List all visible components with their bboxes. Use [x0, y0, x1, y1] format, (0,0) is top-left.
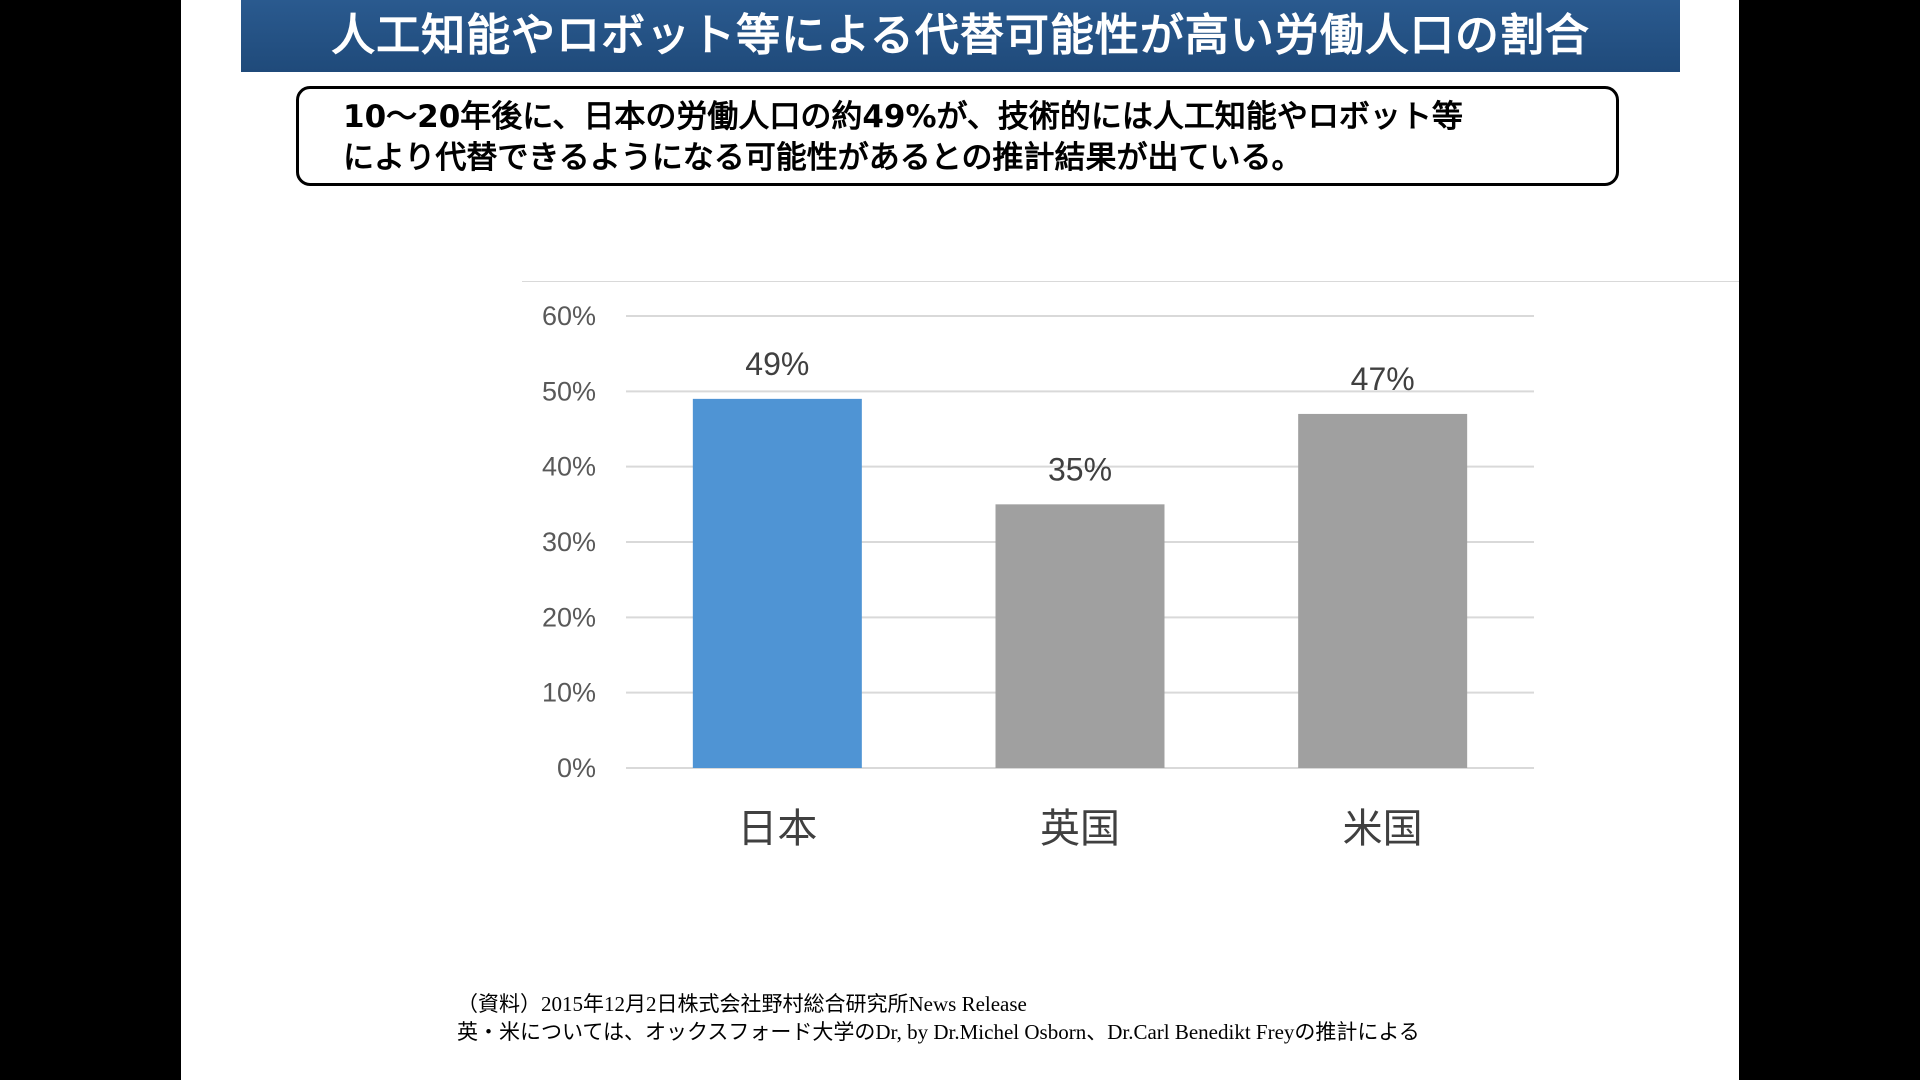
- y-tick-label-20: 20%: [542, 602, 596, 632]
- y-tick-label-60: 60%: [542, 301, 596, 331]
- bar-2: [995, 504, 1165, 768]
- slide: 人工知能やロボット等による代替可能性が高い労働人口の割合 10～20年後に、日本…: [181, 0, 1739, 1080]
- y-tick-label-0: 0%: [557, 753, 596, 783]
- summary-box: 10～20年後に、日本の労働人口の約49%が、技術的には人工知能やロボット等 に…: [296, 86, 1619, 186]
- page-title: 人工知能やロボット等による代替可能性が高い労働人口の割合: [241, 0, 1680, 72]
- y-tick-label-10: 10%: [542, 678, 596, 708]
- source-line-1: （資料）2015年12月2日株式会社野村総合研究所News Release: [457, 992, 1027, 1016]
- chart-frame: 0% 10% 20% 30% 40% 50% 60% 49% 日本 35% 英国 47% 米国: [522, 281, 1739, 870]
- category-label-2: 英国: [1040, 806, 1120, 852]
- summary-line-1: 10～20年後に、日本の労働人口の約49%が、技術的には人工知能やロボット等: [343, 99, 1463, 135]
- source-note: （資料）2015年12月2日株式会社野村総合研究所News Release 英・…: [457, 990, 1420, 1046]
- category-label-1: 日本: [737, 806, 817, 852]
- source-line-2: 英・米については、オックスフォード大学のDr, by Dr.Michel Osb…: [457, 1020, 1420, 1044]
- data-label-2: 35%: [1048, 451, 1112, 487]
- bar-3: [1298, 413, 1468, 768]
- y-tick-label-40: 40%: [542, 452, 596, 482]
- bar-1: [692, 398, 862, 768]
- data-label-1: 49%: [745, 346, 809, 382]
- y-tick-label-30: 30%: [542, 527, 596, 557]
- summary-line-2: により代替できるようになる可能性があるとの推計結果が出ている。: [343, 140, 1303, 176]
- y-tick-label-50: 50%: [542, 376, 596, 406]
- bar-chart: 0% 10% 20% 30% 40% 50% 60% 49% 日本 35% 英国 47% 米国: [542, 301, 1534, 852]
- data-label-3: 47%: [1351, 361, 1415, 397]
- category-label-3: 米国: [1343, 806, 1423, 852]
